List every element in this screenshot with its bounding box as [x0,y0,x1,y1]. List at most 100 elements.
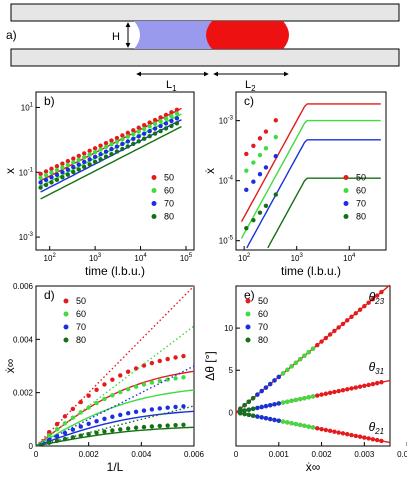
data-point [102,429,107,434]
data-point [86,421,91,426]
data-point [62,430,68,436]
plot-frame [35,91,195,251]
data-point [125,426,131,431]
data-point [103,140,109,146]
legend-marker [245,298,251,304]
data-point [259,415,264,420]
data-point [263,203,269,209]
data-point [246,407,252,412]
data-point [46,433,52,438]
data-point [285,399,290,404]
data-point [244,168,249,173]
data-point [43,172,49,178]
x-tick-label: 102 [44,253,57,263]
data-point [103,149,109,154]
data-point [374,293,380,298]
data-point [141,382,147,387]
data-point [54,167,60,173]
data-point [263,129,269,134]
data-point [102,382,107,387]
data-point [357,384,363,389]
data-point [114,144,120,149]
data-point [118,427,123,432]
y-axis-label: ẋ∞ [3,359,17,374]
data-point [65,172,71,177]
data-point [349,386,354,391]
data-point [86,393,91,398]
data-point [87,148,92,154]
dotted-line [35,365,195,447]
x-tick-label: 0.002 [79,450,100,459]
data-point [60,175,65,180]
data-point [65,162,71,168]
data-point [82,164,87,170]
y-axis-label: Δθ [°] [203,351,217,381]
data-point [120,133,125,138]
data-point [86,431,91,437]
data-point [272,417,277,423]
data-point [152,121,158,127]
data-point [289,364,294,369]
data-point [310,346,316,351]
data-point [302,423,307,428]
data-point [263,416,269,421]
data-point [289,398,294,404]
data-point [174,111,180,116]
data-point [109,151,114,157]
data-point [158,128,163,134]
data-point [242,408,247,413]
data-point [141,424,147,430]
y-tick-label: 0.002 [13,389,34,398]
x-tick-label: 102 [238,253,251,263]
data-point [98,152,103,157]
legend-label: 50 [164,172,174,182]
data-point [323,427,329,433]
panel-d-chart: 0 0.002 0.004 0.006 0 0.002 0.004 0.006 d) 1/L ẋ∞ 5… [3,282,205,474]
data-point [109,146,114,152]
data-point [297,396,303,402]
y-tick-label: 0 [229,408,234,417]
data-point [46,440,52,445]
data-point [49,170,54,175]
data-point [319,426,324,432]
data-point [78,424,83,429]
data-point [336,325,341,330]
data-point [71,160,76,165]
x-tick-label: 0.003 [354,450,375,459]
data-point [114,139,120,145]
x-tick-label: 105 [180,253,193,263]
data-point [149,380,155,385]
data-point [251,179,256,184]
legend-marker [343,174,349,180]
data-point [285,420,290,425]
x-axis-label: ẋ∞ [306,460,321,474]
data-point [136,129,141,134]
data-point [110,377,115,382]
data-point [349,432,354,438]
data-point [94,400,99,406]
data-point [43,169,49,174]
data-point [302,353,307,358]
x-tick-label: 103 [89,253,102,263]
x-axis-label: time (l.b.u.) [281,264,341,278]
data-point [54,172,60,177]
y-tick-label: 0.006 [13,282,34,291]
data-point [273,153,278,159]
data-point [306,395,311,400]
data-point [251,217,256,223]
data-point [297,357,303,362]
data-point [103,154,109,159]
plot-frame [235,285,391,447]
legend-label: 60 [356,185,366,195]
data-point [131,131,136,137]
legend-marker [151,174,157,180]
data-point [147,128,152,134]
data-point [340,388,346,393]
data-point [60,161,65,166]
data-point [251,143,256,149]
data-point [165,356,170,362]
data-point [94,419,99,424]
legend-marker [151,200,157,206]
data-point [169,118,174,124]
data-point [158,123,163,129]
